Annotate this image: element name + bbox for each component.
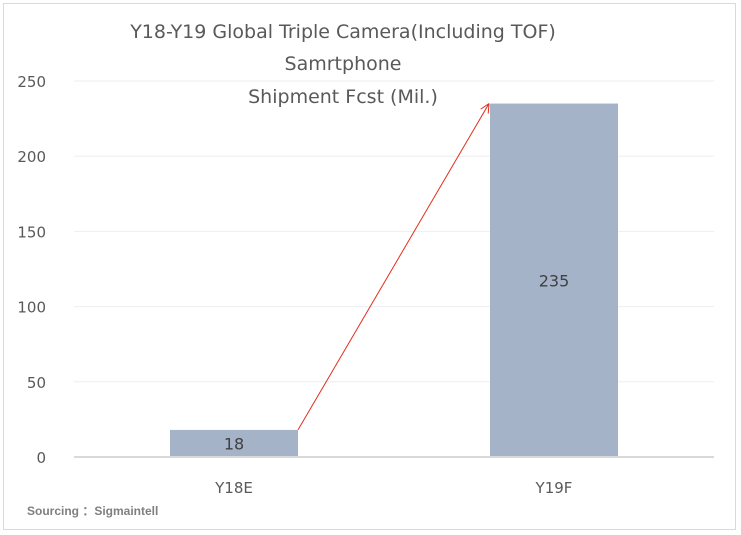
annotation [297, 103, 490, 431]
chart-border [3, 3, 736, 530]
y-axis-ticks: 0 50 100 150 200 250 [17, 73, 46, 467]
growth-arrow [297, 103, 490, 431]
y-tick-label: 100 [17, 299, 46, 317]
bars: 18 235 [170, 103, 618, 456]
chart-title-line-3: Shipment Fcst (Mil.) [248, 86, 438, 108]
data-label: 235 [539, 271, 570, 290]
chart-title-line-1: Y18-Y19 Global Triple Camera(Including T… [129, 21, 556, 43]
bar-Y19F [490, 103, 618, 456]
y-tick-label: 200 [17, 148, 46, 166]
x-axis-ticks: Y18E Y19F [214, 479, 572, 497]
x-tick-label: Y19F [535, 479, 573, 497]
data-label: 18 [224, 434, 244, 453]
y-tick-label: 0 [36, 449, 46, 467]
arrow-head [480, 103, 490, 110]
source-note: Sourcing ：Sigmaintell [27, 504, 158, 518]
x-tick-label: Y18E [214, 479, 253, 497]
y-tick-label: 250 [17, 73, 46, 91]
y-tick-label: 150 [17, 223, 46, 241]
chart-title-line-2: Samrtphone [285, 53, 402, 75]
bar-Y18E [170, 429, 298, 456]
arrow-head [487, 103, 490, 114]
y-tick-label: 50 [27, 374, 46, 392]
